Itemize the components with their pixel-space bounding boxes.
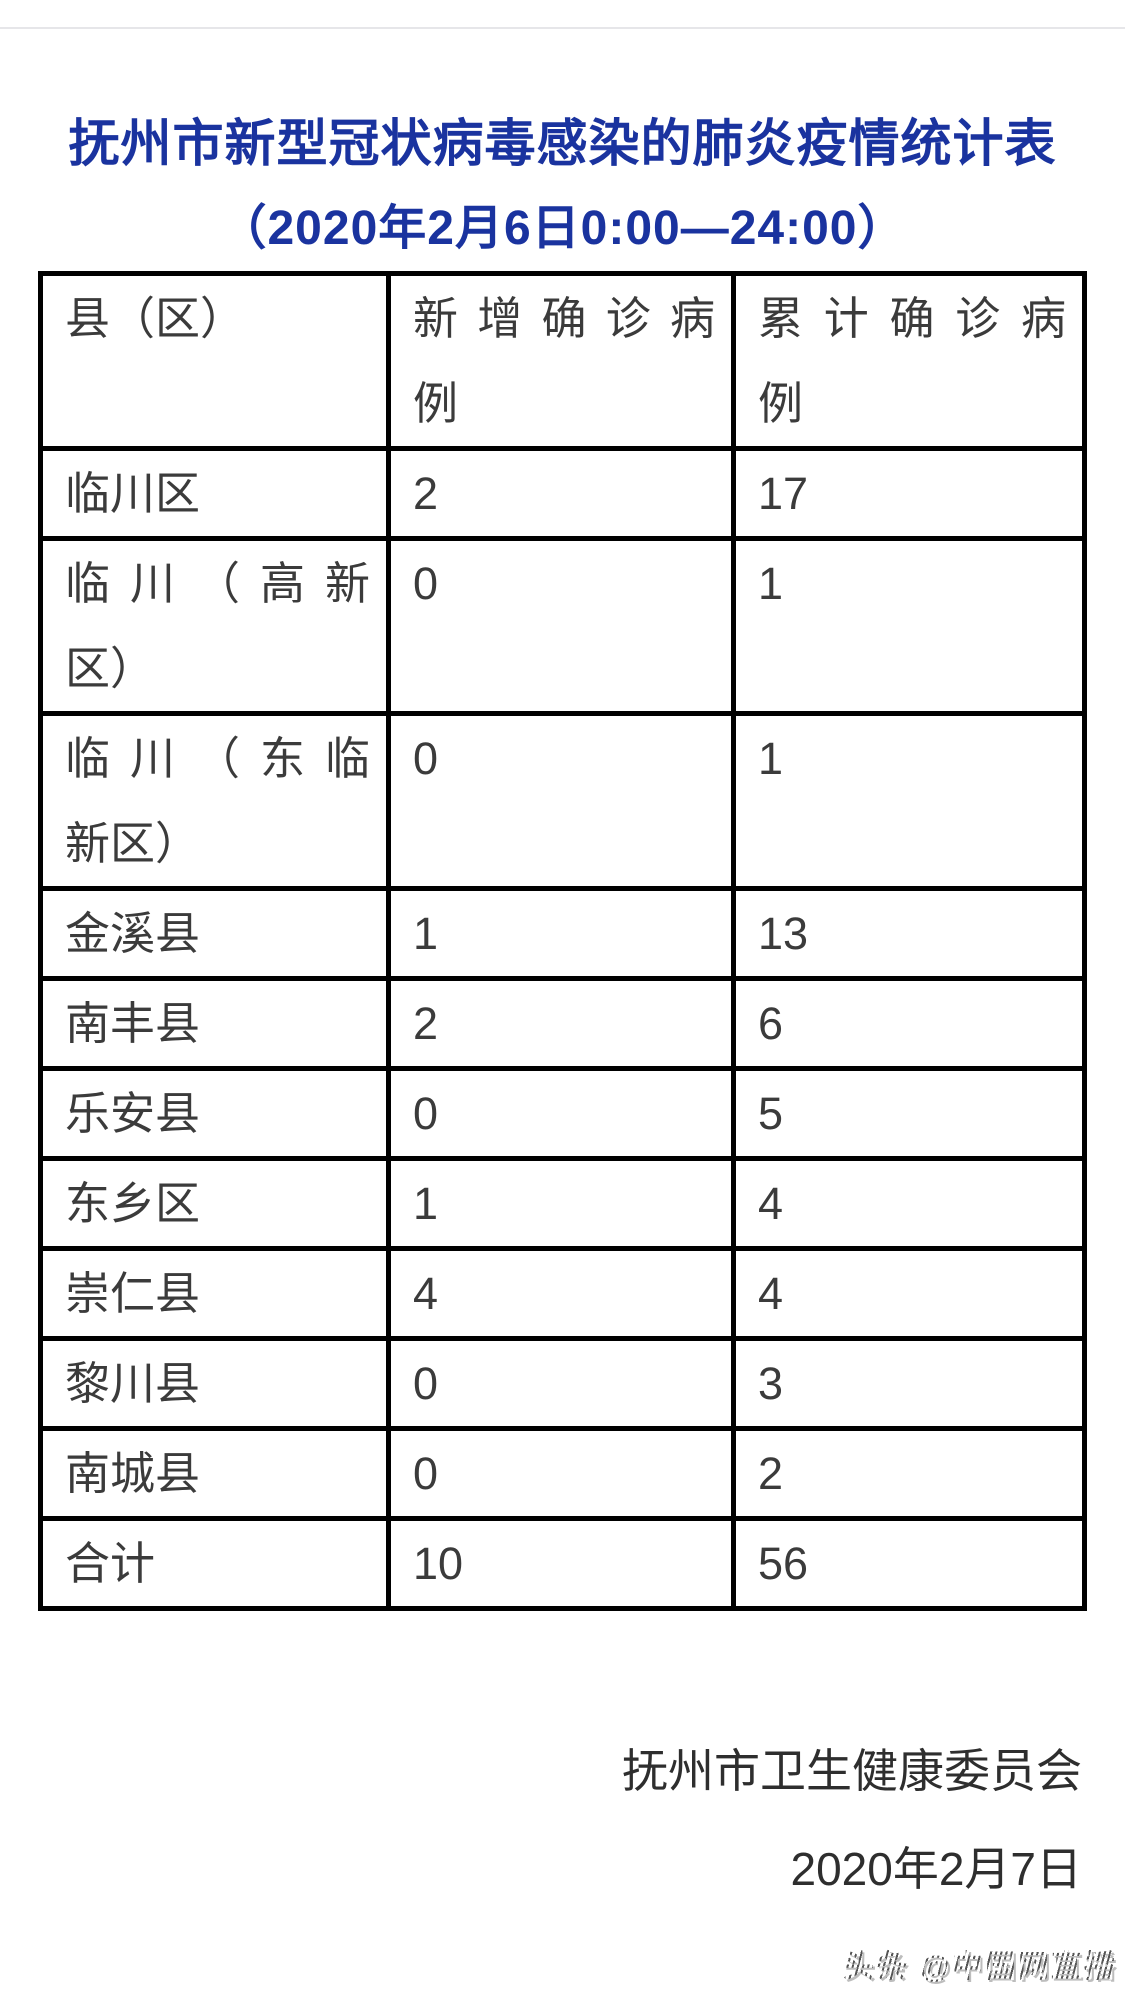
region-cell: 临川区 [38, 446, 391, 541]
total-cases-cell: 4 [731, 1246, 1087, 1341]
new-cases-cell: 2 [386, 976, 736, 1071]
table-row: 乐安县 0 5 [38, 1066, 1087, 1161]
total-cases-cell: 56 [731, 1516, 1087, 1611]
header-row: 县（区） 新增确诊病例累计确诊病例 [38, 271, 1087, 451]
table-row: 南城县 0 2 [38, 1426, 1087, 1521]
new-cases-cell: 1 [386, 1156, 736, 1251]
cell-line: 临川区 [65, 468, 201, 519]
cell-line: 10 [413, 1538, 464, 1589]
footer-signature: 抚州市卫生健康委员会 [622, 1745, 1082, 1797]
new-cases-cell: 0 [386, 1336, 736, 1431]
cell-line: 区） [65, 643, 156, 694]
cell-line: 东乡区 [65, 1178, 201, 1229]
cell-line: 17 [758, 468, 809, 519]
table-row: 黎川县 0 3 [38, 1336, 1087, 1431]
cell-line: 6 [758, 998, 784, 1049]
new-cases-cell: 0 [386, 1426, 736, 1521]
cell-line: 县（区） [65, 293, 246, 344]
cell-line: 崇仁县 [65, 1268, 201, 1319]
table-row: 崇仁县 4 4 [38, 1246, 1087, 1341]
cell-line: 2 [413, 998, 439, 1049]
footer-date: 2020年2月7日 [790, 1843, 1083, 1895]
cell-line: 2 [413, 468, 439, 519]
cell-line: 4 [758, 1268, 784, 1319]
new-cases-cell: 0 [386, 1066, 736, 1161]
table-body: 临川区 2 17 临川（高新 区） 0 1 临川（东临 新区） 0 1 金溪县 1 13 南丰县 2 6 乐安县 0… [38, 446, 1087, 1611]
region-cell: 南城县 [38, 1426, 391, 1521]
cell-line: 南丰县 [65, 998, 201, 1049]
cell-line: 5 [758, 1088, 784, 1139]
cell-line: 南城县 [65, 1448, 201, 1499]
page-subtitle: （2020年2月6日0:00—24:00） [218, 202, 907, 255]
cell-line: 1 [758, 733, 784, 784]
cell-line: 13 [758, 908, 809, 959]
cell-line: 0 [413, 558, 439, 609]
table-row: 临川（东临新区） 0 1 [38, 711, 1087, 891]
new-cases-cell: 0 [386, 711, 736, 891]
total-cases-cell: 3 [731, 1336, 1087, 1431]
table-row: 合计 10 56 [38, 1516, 1087, 1611]
cell-line: 新区） [65, 818, 201, 869]
region-cell: 金溪县 [38, 886, 391, 981]
cell-line: 4 [413, 1268, 439, 1319]
new-cases-cell: 1 [386, 886, 736, 981]
cell-line: 临川（东临 [65, 733, 370, 784]
total-cases-cell: 4 [731, 1156, 1087, 1251]
total-cases-cell: 17 [731, 446, 1087, 541]
total-cases-cell: 5 [731, 1066, 1087, 1161]
cell-line: 0 [413, 1358, 439, 1409]
table-row: 临川（高新区） 0 1 [38, 536, 1087, 716]
cell-line: 3 [758, 1358, 784, 1409]
header-cell: 新增确诊病例 [386, 271, 736, 451]
cell-line: 56 [758, 1538, 809, 1589]
covid-stats-table: 县（区） 新增确诊病例累计确诊病例 临川区 2 17 临川（高新 区） 0 1 临川（东临 新区）… [38, 271, 1087, 1611]
cell-line: 新增确诊病 [413, 293, 715, 344]
new-cases-cell: 0 [386, 536, 736, 716]
table-row: 东乡区 1 4 [38, 1156, 1087, 1251]
cell-line: 4 [758, 1178, 784, 1229]
table-head: 县（区） 新增确诊病例累计确诊病例 [38, 271, 1087, 451]
region-cell: 东乡区 [38, 1156, 391, 1251]
new-cases-cell: 4 [386, 1246, 736, 1341]
cell-line: 2 [758, 1448, 784, 1499]
header-cell: 累计确诊病例 [731, 271, 1087, 451]
total-cases-cell: 6 [731, 976, 1087, 1071]
header-cell: 县（区） [38, 271, 391, 451]
cell-line: 0 [413, 733, 439, 784]
cell-line: 累计确诊病 [758, 293, 1066, 344]
region-cell: 南丰县 [38, 976, 391, 1071]
cell-line: 0 [413, 1448, 439, 1499]
cell-line: 合计 [65, 1538, 156, 1589]
cell-line: 1 [413, 1178, 439, 1229]
new-cases-cell: 2 [386, 446, 736, 541]
top-divider [0, 27, 1125, 29]
table-row: 南丰县 2 6 [38, 976, 1087, 1071]
total-cases-cell: 13 [731, 886, 1087, 981]
cell-line: 1 [413, 908, 439, 959]
table-row: 金溪县 1 13 [38, 886, 1087, 981]
watermark-toutiao: 头条 @中国网直播 [843, 1941, 1117, 1986]
cell-line: 1 [758, 558, 784, 609]
new-cases-cell: 10 [386, 1516, 736, 1611]
region-cell: 临川（东临新区） [38, 711, 391, 891]
total-cases-cell: 2 [731, 1426, 1087, 1521]
cell-line: 0 [413, 1088, 439, 1139]
region-cell: 黎川县 [38, 1336, 391, 1431]
total-cases-cell: 1 [731, 536, 1087, 716]
cell-line: 黎川县 [65, 1358, 201, 1409]
cell-line: 例 [758, 378, 804, 429]
region-cell: 临川（高新区） [38, 536, 391, 716]
cell-line: 乐安县 [65, 1088, 201, 1139]
page-title: 抚州市新型冠状病毒感染的肺炎疫情统计表 [68, 115, 1057, 172]
footer: 抚州市卫生健康委员会 2020年2月7日 [0, 1748, 1082, 1892]
region-cell: 崇仁县 [38, 1246, 391, 1341]
total-cases-cell: 1 [731, 711, 1087, 891]
table-row: 临川区 2 17 [38, 446, 1087, 541]
cell-line: 例 [413, 378, 459, 429]
region-cell: 乐安县 [38, 1066, 391, 1161]
region-cell: 合计 [38, 1516, 391, 1611]
cell-line: 临川（高新 [65, 558, 370, 609]
cell-line: 金溪县 [65, 908, 201, 959]
